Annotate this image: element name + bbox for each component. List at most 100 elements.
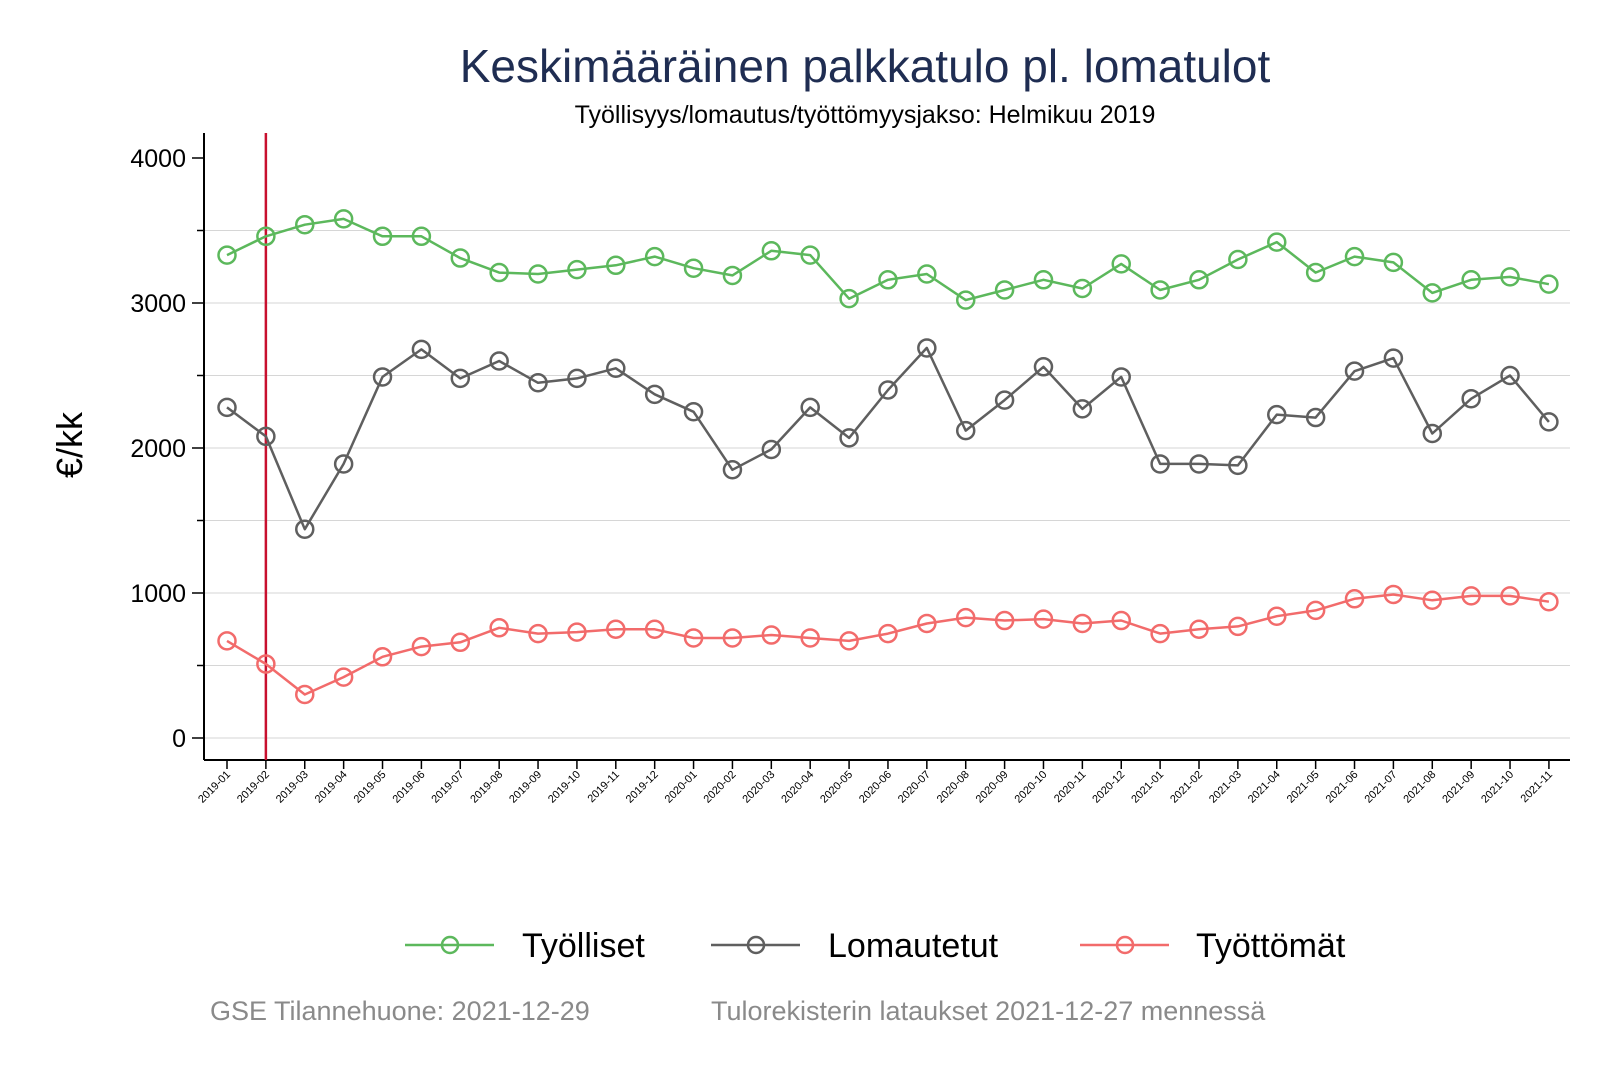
x-tick-label: 2019-12 [624, 769, 661, 806]
data-point [761, 241, 782, 261]
data-point [644, 619, 665, 639]
y-tick-labels: 0 1000 2000 3000 4000 [130, 145, 186, 753]
data-point [450, 248, 471, 268]
data-point [528, 623, 548, 644]
data-point [1500, 267, 1520, 287]
series-line [226, 346, 1550, 531]
data-point [1228, 249, 1248, 270]
data-point [411, 226, 432, 247]
x-tick-label: 2020-01 [663, 769, 700, 806]
y-tick-label: 2000 [130, 435, 186, 463]
data-point [333, 209, 354, 229]
data-point [839, 428, 859, 448]
data-point [1228, 455, 1248, 476]
x-tick-label: 2019-02 [235, 769, 272, 806]
data-point [1111, 254, 1131, 274]
data-point [1305, 262, 1326, 283]
data-point [1344, 246, 1365, 267]
data-point [1189, 270, 1209, 290]
footer-source: GSE Tilannehuone: 2021-12-29 [210, 996, 590, 1026]
data-point [1033, 357, 1054, 377]
data-point [217, 397, 237, 418]
x-tick-label: 2020-02 [702, 769, 739, 806]
data-point [1383, 348, 1404, 368]
x-tick-label: 2019-11 [585, 769, 621, 805]
data-point [722, 628, 743, 648]
x-tick-label: 2020-11 [1052, 769, 1088, 805]
x-tick-label: 2021-07 [1362, 769, 1399, 806]
data-point [1072, 399, 1093, 419]
data-point [489, 351, 509, 371]
data-point [217, 631, 237, 651]
y-axis-label: €/kk [49, 411, 90, 478]
legend-label-tyottomat: Työttömät [1196, 927, 1346, 965]
data-point [1422, 283, 1443, 303]
data-point [917, 338, 937, 358]
footer-data-note: Tulorekisterin lataukset 2021-12-27 menn… [711, 996, 1266, 1026]
x-tick-label: 2019-08 [468, 769, 505, 806]
x-tick-label: 2019-07 [429, 769, 466, 806]
data-point [489, 262, 509, 283]
data-point [372, 226, 393, 247]
x-tick-label: 2020-03 [740, 769, 777, 806]
data-point [1422, 590, 1443, 610]
data-point [994, 390, 1015, 410]
data-point [1189, 619, 1209, 639]
data-point [722, 460, 743, 480]
data-point [878, 380, 898, 400]
data-point [606, 358, 626, 378]
x-tick-label: 2021-09 [1440, 769, 1477, 806]
data-point [1461, 270, 1481, 290]
data-point [878, 270, 898, 290]
data-point [256, 226, 276, 247]
y-tick-label: 1000 [130, 580, 186, 608]
series-0 [217, 209, 1559, 310]
y-tick-label: 3000 [130, 290, 186, 318]
data-point [800, 628, 820, 648]
data-point [295, 519, 315, 539]
data-point [800, 397, 820, 418]
data-point [606, 619, 626, 639]
data-point [1072, 613, 1093, 634]
data-point [295, 684, 315, 705]
data-point [295, 214, 315, 235]
data-point [722, 265, 743, 286]
data-point [606, 255, 626, 276]
x-tick-label: 2020-09 [974, 769, 1011, 806]
data-point [1422, 423, 1443, 444]
gridlines [204, 230, 1570, 739]
data-point [955, 420, 976, 441]
legend-item-lomautetut: Lomautetut [711, 927, 999, 965]
x-tick-label: 2019-06 [390, 769, 427, 806]
data-point [761, 439, 782, 460]
data-point [1461, 388, 1481, 409]
data-point [1111, 610, 1131, 631]
x-tick-label: 2019-05 [352, 769, 389, 806]
data-point [955, 607, 976, 628]
data-point [683, 628, 704, 648]
data-point [528, 373, 548, 393]
series-line [226, 217, 1550, 302]
data-point [1072, 278, 1093, 299]
data-point [217, 245, 237, 265]
data-point [1150, 454, 1170, 474]
x-tick-label: 2020-10 [1013, 769, 1050, 806]
x-tick-label: 2021-11 [1519, 769, 1555, 805]
x-tick-label: 2021-08 [1401, 769, 1438, 806]
data-point [489, 618, 509, 638]
data-point [994, 280, 1015, 300]
chart-title: Keskimääräinen palkkatulo pl. lomatulot [460, 40, 1271, 92]
data-point [644, 384, 665, 405]
data-point [450, 632, 471, 653]
data-point [1267, 404, 1287, 425]
data-point [1150, 623, 1170, 644]
x-tick-label: 2020-07 [896, 769, 933, 806]
data-point [917, 264, 937, 284]
data-point [372, 367, 393, 387]
x-tick-label: 2021-04 [1246, 769, 1283, 806]
data-point [1539, 591, 1559, 612]
x-tick-label: 2021-03 [1207, 769, 1244, 806]
x-tick-label: 2020-05 [818, 769, 855, 806]
x-tick-label: 2021-01 [1129, 769, 1166, 806]
